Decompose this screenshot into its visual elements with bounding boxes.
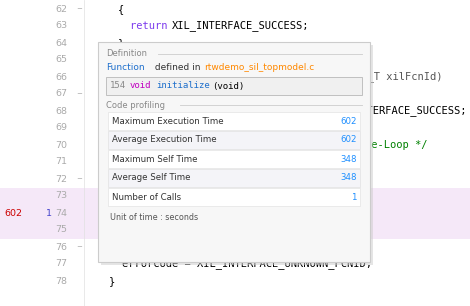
Text: } else {: } else { [118,242,168,252]
Text: 1: 1 [352,192,357,201]
Text: initialize: initialize [156,81,210,91]
Bar [98,42,370,262]
Text: 602: 602 [4,208,22,218]
Text: uint32_T xilFcnId): uint32_T xilFcnId) [330,72,442,82]
Bar [0,188,470,205]
Text: }: } [109,276,115,286]
Bar [106,77,362,95]
Text: 70: 70 [55,140,67,150]
Text: defined in: defined in [152,64,204,73]
Text: Definition: Definition [106,50,147,58]
Text: XI: XI [122,106,134,116]
Text: 73: 73 [55,192,67,200]
Text: 77: 77 [55,259,67,268]
Text: rtwdemo_sil_topmodel.c: rtwdemo_sil_topmodel.c [204,64,314,73]
Bar [101,45,373,265]
Text: Unit of time : seconds: Unit of time : seconds [110,213,198,222]
Text: Maximum Execution Time: Maximum Execution Time [112,117,224,125]
Text: 67: 67 [55,89,67,99]
Text: /*: /* [122,140,134,150]
Text: {: { [118,4,124,14]
Text: −: − [76,6,82,12]
Text: 66: 66 [55,73,67,81]
Text: return: return [130,21,174,31]
Text: Average Self Time: Average Self Time [112,174,190,182]
Text: taskTimeEnd_rt_0c8405b404040924(1U);: taskTimeEnd_rt_0c8405b404040924(1U); [130,225,355,235]
Text: −: − [76,91,82,97]
Text: 74: 74 [55,208,67,218]
Text: errorCode = XIL_INTERFACE_UNKNOWN_FCNID;: errorCode = XIL_INTERFACE_UNKNOWN_FCNID; [122,259,372,270]
Text: Code profiling: Code profiling [106,100,165,110]
Text: 348: 348 [340,174,357,182]
Text: (void): (void) [212,81,244,91]
Text: Function: Function [106,64,145,73]
Text: 75: 75 [55,226,67,234]
Text: Maximum Self Time: Maximum Self Time [112,155,197,163]
Text: if: if [122,174,134,184]
Text: XIL_: XIL_ [109,72,134,82]
Text: 602: 602 [340,136,357,144]
Text: In-the-Loop */: In-the-Loop */ [340,140,428,150]
Bar [129,206,186,219]
Text: {: { [118,89,124,99]
Text: 72: 72 [55,174,67,184]
Text: 348: 348 [340,155,357,163]
Text: 63: 63 [55,21,67,31]
Text: }: } [118,38,124,48]
Text: −: − [76,244,82,250]
Text: 78: 78 [55,277,67,285]
Text: 64: 64 [55,39,67,47]
Text: 602: 602 [340,117,357,125]
Polygon shape [176,207,180,219]
Bar [0,222,470,239]
Text: −: − [76,176,82,182]
Text: Average Execution Time: Average Execution Time [112,136,217,144]
Bar [108,131,360,149]
Bar [0,205,470,222]
Bar [108,169,360,187]
Text: /*: /* [122,157,134,167]
Text: 68: 68 [55,106,67,115]
Text: 76: 76 [55,242,67,252]
Text: 69: 69 [55,124,67,132]
Text: 154: 154 [110,81,126,91]
Text: 1: 1 [46,208,52,218]
Bar [108,150,360,168]
Text: void: void [130,81,151,91]
Text: XIL_INTERFACE_SUCCESS;: XIL_INTERFACE_SUCCESS; [172,21,310,32]
Text: initialize: initialize [130,208,193,218]
Text: 62: 62 [55,5,67,13]
Text: ();: (); [186,208,204,218]
Text: Number of Calls: Number of Calls [112,192,181,201]
Bar [108,112,360,130]
Text: 65: 65 [55,55,67,65]
Text: XIL_INTERFACE_SUCCESS;: XIL_INTERFACE_SUCCESS; [330,106,468,117]
Text: 71: 71 [55,158,67,166]
Bar [108,188,360,206]
